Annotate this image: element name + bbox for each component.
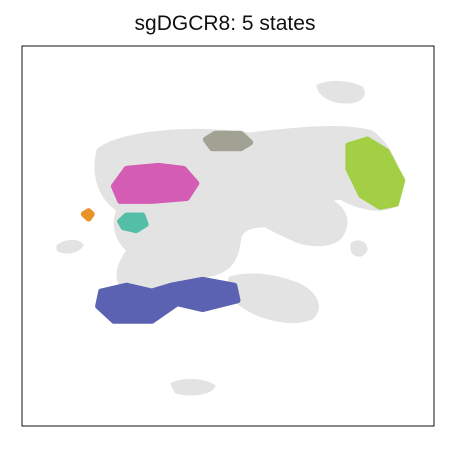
chart-title: sgDGCR8: 5 states (134, 12, 316, 35)
state-region-4 (117, 212, 149, 234)
state-region-2 (202, 130, 254, 152)
background-cell-cluster (248, 189, 348, 247)
state-region-1 (110, 162, 200, 204)
background-cell-cluster (56, 239, 84, 254)
background-cell-cluster (350, 240, 368, 257)
background-cell-cluster (170, 378, 216, 396)
background-cell-cluster (316, 80, 365, 104)
background-cell-cluster (226, 273, 319, 324)
plot-frame (21, 45, 435, 427)
state-region-6 (95, 276, 241, 324)
state-region-3 (345, 136, 406, 210)
state-region-5 (80, 208, 95, 222)
background-cells (56, 80, 402, 396)
